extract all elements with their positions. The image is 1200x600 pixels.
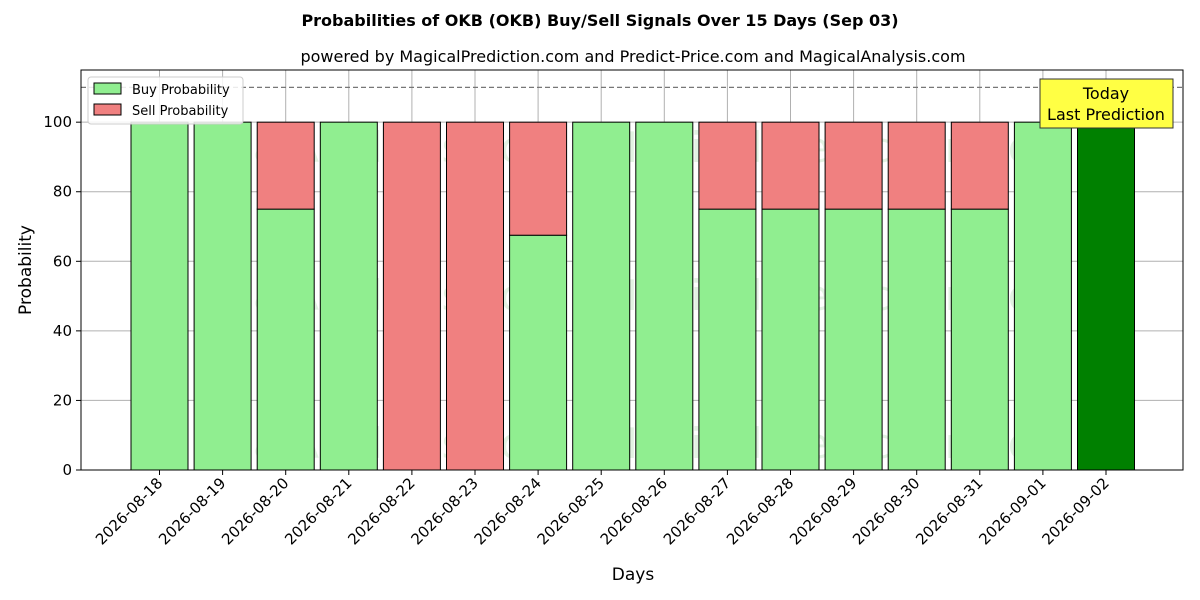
bar-buy — [761, 208, 820, 471]
bar-buy — [256, 208, 315, 471]
bars — [130, 121, 1135, 471]
bar-sell — [824, 121, 883, 210]
y-axis: 0 20 40 60 80 100 — [43, 113, 81, 479]
bar-sell — [256, 121, 315, 210]
x-tick-label: 2026-08-31 — [912, 474, 986, 548]
chart-title: Probabilities of OKB (OKB) Buy/Sell Sign… — [301, 11, 898, 30]
x-axis: 2026-08-182026-08-192026-08-202026-08-21… — [92, 470, 1113, 548]
bar-buy — [509, 234, 568, 471]
y-axis-label: Probability — [16, 225, 36, 315]
x-tick-label: 2026-08-30 — [849, 474, 923, 548]
bar-buy — [1013, 121, 1072, 471]
x-tick-label: 2026-08-25 — [534, 474, 608, 548]
bar-sell — [950, 121, 1009, 210]
bar-sell — [382, 121, 441, 471]
annotation-box — [1039, 78, 1174, 129]
bar-buy — [319, 121, 378, 471]
annotation-line2: Last Prediction — [1047, 105, 1165, 124]
bar-buy — [887, 208, 946, 471]
legend-label-buy: Buy Probability — [132, 83, 230, 98]
x-tick-label: 2026-09-02 — [1038, 474, 1112, 548]
legend: Buy Probability Sell Probability — [87, 76, 244, 125]
y-tick-label: 0 — [62, 461, 72, 479]
bar-buy — [130, 121, 189, 471]
bar-sell — [887, 121, 946, 210]
x-tick-label: 2026-08-23 — [407, 474, 481, 548]
bar-sell — [509, 121, 568, 236]
x-tick-label: 2026-08-19 — [155, 474, 229, 548]
y-tick-label: 100 — [43, 113, 72, 131]
legend-swatch-sell — [93, 103, 122, 116]
legend-swatch-buy — [93, 82, 122, 95]
x-tick-label: 2026-08-29 — [786, 474, 860, 548]
y-tick-label: 80 — [53, 183, 72, 201]
y-tick-label: 40 — [53, 322, 72, 340]
bar-buy — [193, 121, 252, 471]
x-axis-label: Days — [612, 565, 655, 585]
legend-box — [87, 76, 244, 125]
y-tick-label: 60 — [53, 252, 72, 270]
x-tick-label: 2026-08-26 — [597, 474, 671, 548]
bar-buy — [950, 208, 1009, 471]
today-annotation: Today Last Prediction — [1039, 78, 1174, 129]
x-tick-label: 2026-08-22 — [344, 474, 418, 548]
bar-buy — [1077, 121, 1135, 471]
x-tick-label: 2026-08-18 — [92, 474, 166, 548]
y-tick-label: 20 — [53, 391, 72, 409]
bar-buy — [698, 208, 757, 471]
x-tick-label: 2026-09-01 — [975, 474, 1049, 548]
legend-label-sell: Sell Probability — [132, 104, 229, 119]
bar-buy — [572, 121, 631, 471]
x-tick-label: 2026-08-28 — [723, 474, 797, 548]
x-tick-label: 2026-08-21 — [281, 474, 355, 548]
bar-sell — [698, 121, 757, 210]
x-tick-label: 2026-08-24 — [471, 474, 545, 548]
annotation-line1: Today — [1082, 84, 1129, 103]
bar-buy — [824, 208, 883, 471]
bar-sell — [761, 121, 820, 210]
plot-frame — [80, 69, 1184, 471]
bar-sell — [446, 121, 504, 471]
x-tick-label: 2026-08-27 — [660, 474, 734, 548]
chart-subtitle: powered by MagicalPrediction.com and Pre… — [300, 47, 965, 66]
bar-buy — [635, 121, 694, 471]
x-tick-label: 2026-08-20 — [218, 474, 292, 548]
